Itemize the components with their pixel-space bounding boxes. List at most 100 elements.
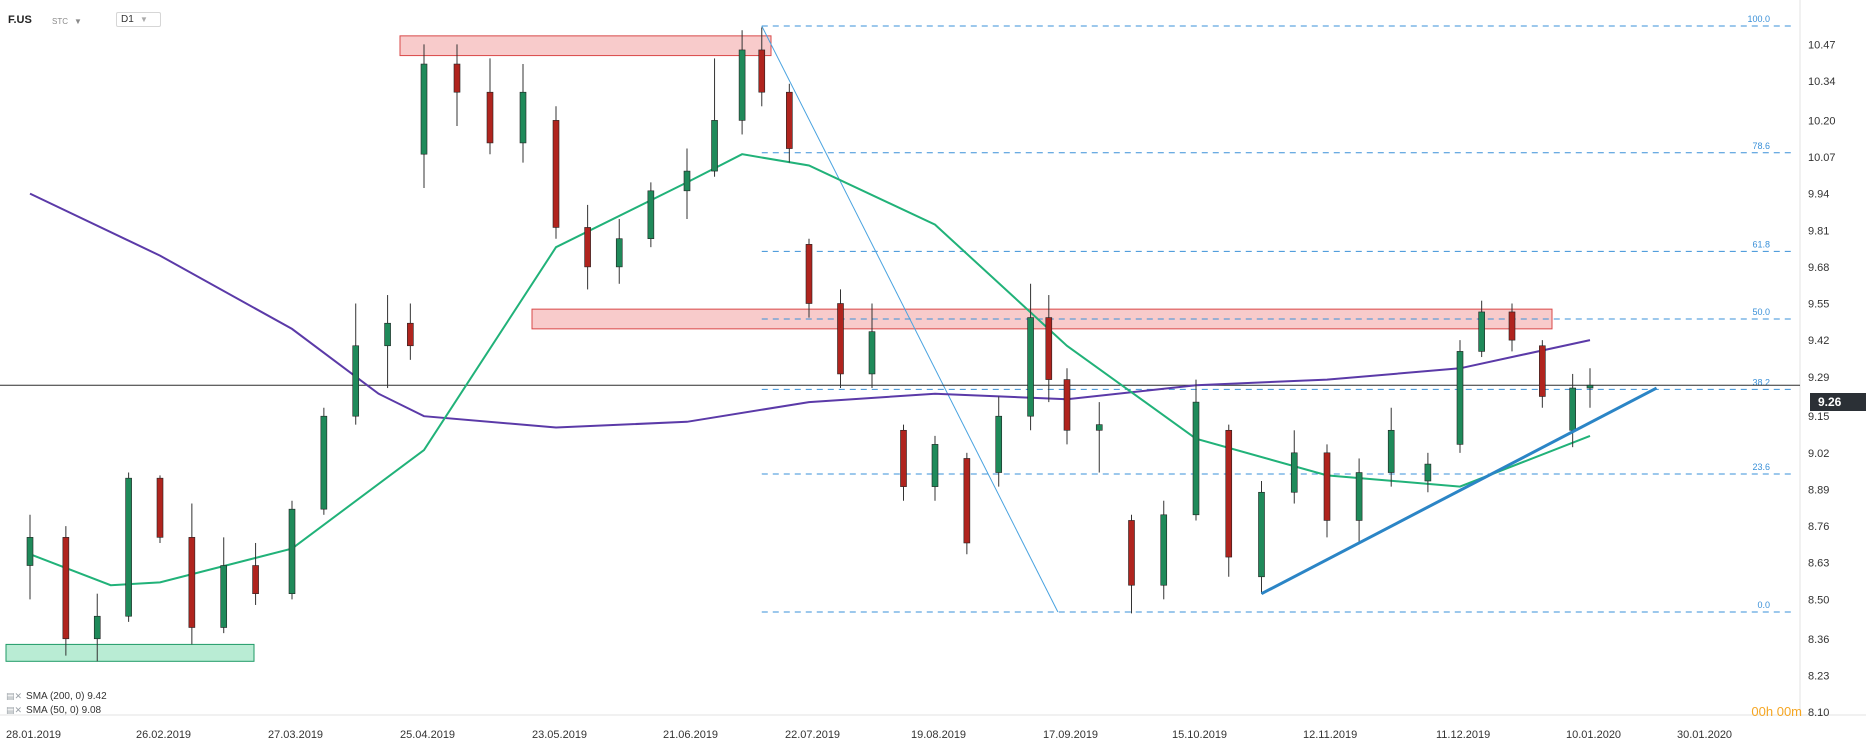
- y-tick-label: 8.23: [1808, 670, 1829, 682]
- symbol-label[interactable]: F.US: [8, 14, 32, 26]
- candle-body: [1387, 429, 1395, 473]
- y-tick-label: 9.94: [1808, 189, 1829, 201]
- x-tick-label: 11.12.2019: [1436, 729, 1490, 741]
- candle-body: [486, 91, 494, 144]
- candle-body: [26, 537, 34, 566]
- candle-body: [352, 345, 360, 417]
- candle-body: [1539, 345, 1546, 397]
- candle-body: [738, 49, 746, 121]
- candle-body: [758, 49, 766, 93]
- candle-body: [1192, 401, 1200, 516]
- candle-body: [584, 227, 591, 268]
- support-zone: [5, 643, 255, 662]
- y-tick-label: 8.10: [1808, 707, 1829, 719]
- y-tick-label: 8.76: [1808, 521, 1829, 533]
- x-tick-label: 30.01.2020: [1677, 729, 1732, 741]
- y-tick-label: 8.50: [1808, 594, 1829, 606]
- candle-body: [125, 477, 132, 617]
- x-tick-label: 26.02.2019: [136, 729, 191, 741]
- candle-body: [786, 91, 793, 149]
- x-tick-label: 22.07.2019: [785, 729, 840, 741]
- caret-down-icon[interactable]: ▼: [74, 17, 82, 26]
- candle-body: [1424, 463, 1432, 482]
- candle-body: [1128, 520, 1135, 586]
- candle-body: [252, 565, 259, 594]
- y-tick-label: 8.89: [1808, 484, 1829, 496]
- x-tick-label: 21.06.2019: [663, 729, 718, 741]
- y-tick-label: 10.07: [1808, 152, 1836, 164]
- candle-body: [931, 444, 939, 487]
- y-tick-label: 9.15: [1808, 411, 1829, 423]
- candle-body: [805, 244, 813, 304]
- indicator-settings-icon[interactable]: ▤✕: [6, 691, 23, 701]
- x-tick-label: 15.10.2019: [1172, 729, 1227, 741]
- y-tick-label: 8.36: [1808, 634, 1829, 646]
- candle-body: [519, 91, 527, 144]
- candle-body: [1225, 429, 1233, 558]
- y-tick-label: 9.81: [1808, 225, 1829, 237]
- candle-body: [220, 565, 228, 628]
- y-tick-label: 9.29: [1808, 372, 1829, 384]
- candle-body: [384, 322, 391, 347]
- candle-body: [420, 63, 428, 155]
- candle-body: [93, 615, 101, 640]
- candle-body: [1456, 351, 1464, 445]
- candle-body: [1586, 384, 1594, 389]
- candle-body: [453, 63, 461, 93]
- sma50-line: [29, 153, 1591, 587]
- caret-down-icon[interactable]: ▼: [140, 15, 148, 24]
- candle-body: [1290, 452, 1298, 493]
- x-tick-label: 25.04.2019: [400, 729, 455, 741]
- y-tick-label: 9.02: [1808, 448, 1829, 460]
- x-tick-label: 27.03.2019: [268, 729, 323, 741]
- x-tick-label: 23.05.2019: [532, 729, 587, 741]
- y-tick-label: 9.55: [1808, 299, 1829, 311]
- resistance-zone-top: [399, 35, 772, 57]
- candle-body: [62, 537, 70, 640]
- legend-sma50-value: 9.08: [81, 705, 102, 716]
- x-tick-label: 19.08.2019: [911, 729, 966, 741]
- fib-label-61-8: 61.8: [1752, 239, 1770, 249]
- candle-body: [1045, 317, 1053, 380]
- candle-body: [1258, 491, 1265, 578]
- current-price-tag: 9.26: [1810, 393, 1866, 411]
- y-tick-label: 8.63: [1808, 558, 1829, 570]
- candle-body: [1095, 424, 1103, 431]
- fib-label-50-0: 50.0: [1752, 307, 1770, 317]
- candle-body: [647, 190, 655, 240]
- candle-body: [552, 120, 560, 228]
- legend-sma50[interactable]: ▤✕ SMA (50, 0) 9.08: [6, 705, 101, 716]
- candle-body: [407, 322, 414, 347]
- fib-label-0-0: 0.0: [1757, 600, 1770, 610]
- y-tick-label: 10.20: [1808, 115, 1836, 127]
- candle-body: [1323, 452, 1331, 521]
- legend-sma200-label: SMA (200, 0): [26, 691, 85, 702]
- legend-sma200[interactable]: ▤✕ SMA (200, 0) 9.42: [6, 691, 107, 702]
- candle-body: [1569, 387, 1576, 431]
- legend-sma50-label: SMA (50, 0): [26, 705, 79, 716]
- fib-diagonal-line: [761, 25, 1059, 613]
- timeframe-select[interactable]: D1: [116, 12, 161, 27]
- x-tick-label: 28.01.2019: [6, 729, 61, 741]
- fib-label-23-6: 23.6: [1752, 462, 1770, 472]
- y-tick-label: 10.47: [1808, 39, 1836, 51]
- candle-body: [711, 120, 718, 172]
- indicator-settings-icon[interactable]: ▤✕: [6, 705, 23, 715]
- candle-body: [1027, 317, 1034, 417]
- support-trendline: [1260, 386, 1658, 596]
- source-label[interactable]: STC: [52, 17, 68, 26]
- candle-body: [288, 508, 296, 594]
- candle-body: [963, 458, 971, 544]
- legend-sma200-value: 9.42: [87, 691, 107, 702]
- candle-body: [1508, 311, 1516, 341]
- sma200-line: [29, 192, 1591, 429]
- candle-body: [188, 537, 196, 628]
- fib-label-78-6: 78.6: [1752, 141, 1770, 151]
- candle-timer: 00h 00m: [1751, 704, 1802, 719]
- candle-body: [1478, 311, 1485, 352]
- x-tick-label: 12.11.2019: [1303, 729, 1357, 741]
- candle-body: [1160, 514, 1168, 586]
- x-tick-label: 17.09.2019: [1043, 729, 1098, 741]
- fib-label-100-0: 100.0: [1747, 14, 1770, 24]
